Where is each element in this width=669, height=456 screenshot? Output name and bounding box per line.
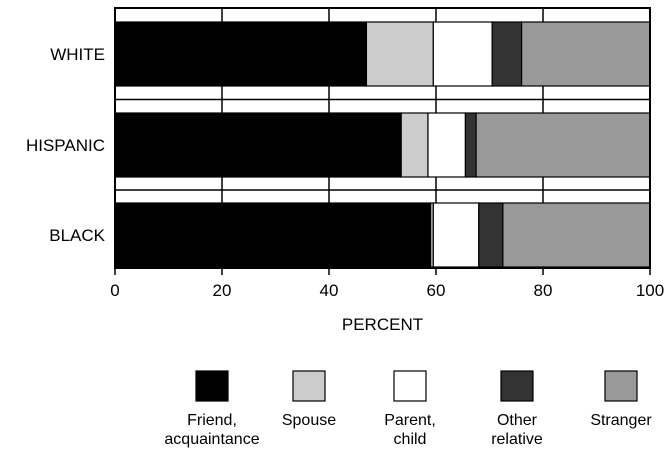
category-labels: WHITE HISPANIC BLACK: [26, 45, 106, 245]
category-label-white: WHITE: [50, 45, 105, 64]
plot-frame: [114, 7, 651, 269]
bar-white-other-relative: [491, 21, 523, 87]
x-axis: 0 20 40 60 80 100: [110, 268, 664, 300]
legend-item-other-relative: Other relative: [491, 370, 543, 448]
bar-hispanic-stranger: [475, 112, 651, 178]
bar-white-stranger: [520, 21, 651, 87]
bar-hispanic-other-relative: [464, 112, 477, 178]
legend-item-stranger: Stranger: [590, 370, 652, 429]
legend-swatch-stranger: [604, 370, 638, 402]
legend-item-friend-acquaintance: Friend, acquaintance: [164, 370, 260, 448]
x-tick-label-20: 20: [213, 281, 232, 300]
bar-hispanic-spouse: [400, 112, 429, 178]
bar-black-other-relative: [478, 202, 504, 268]
bar-black-parent-child: [432, 202, 480, 268]
x-tick-label-0: 0: [110, 281, 119, 300]
bar-black-friend-acquaintance: [114, 202, 432, 268]
legend-item-spouse: Spouse: [282, 370, 336, 429]
x-axis-title: PERCENT: [342, 315, 423, 334]
legend: Friend, acquaintance Spouse Parent, child Oth…: [164, 370, 652, 448]
legend-label-parent-child: Parent, child: [384, 412, 436, 448]
x-tick-label-60: 60: [427, 281, 446, 300]
bar-hispanic-friend-acquaintance: [114, 112, 402, 178]
bar-white-friend-acquaintance: [114, 21, 368, 87]
bar-white-spouse: [365, 21, 434, 87]
bar-black-stranger: [502, 202, 651, 268]
plot-area: [114, 7, 651, 269]
bar-hispanic-parent-child: [427, 112, 467, 178]
x-tick-label-80: 80: [534, 281, 553, 300]
legend-label-spouse: Spouse: [282, 412, 336, 429]
legend-swatch-other-relative: [500, 370, 534, 402]
legend-swatch-friend-acquaintance: [195, 370, 229, 402]
legend-item-parent-child: Parent, child: [384, 370, 436, 448]
legend-swatch-spouse: [292, 370, 326, 402]
legend-label-stranger: Stranger: [590, 412, 652, 429]
legend-swatch-parent-child: [393, 370, 427, 402]
legend-label-other-relative: Other relative: [491, 412, 543, 448]
bar-white-parent-child: [432, 21, 493, 87]
category-label-hispanic: HISPANIC: [26, 136, 105, 155]
legend-label-friend-acquaintance: Friend, acquaintance: [164, 412, 259, 448]
x-tick-label-100: 100: [636, 281, 664, 300]
x-tick-label-40: 40: [320, 281, 339, 300]
category-label-black: BLACK: [49, 226, 105, 245]
